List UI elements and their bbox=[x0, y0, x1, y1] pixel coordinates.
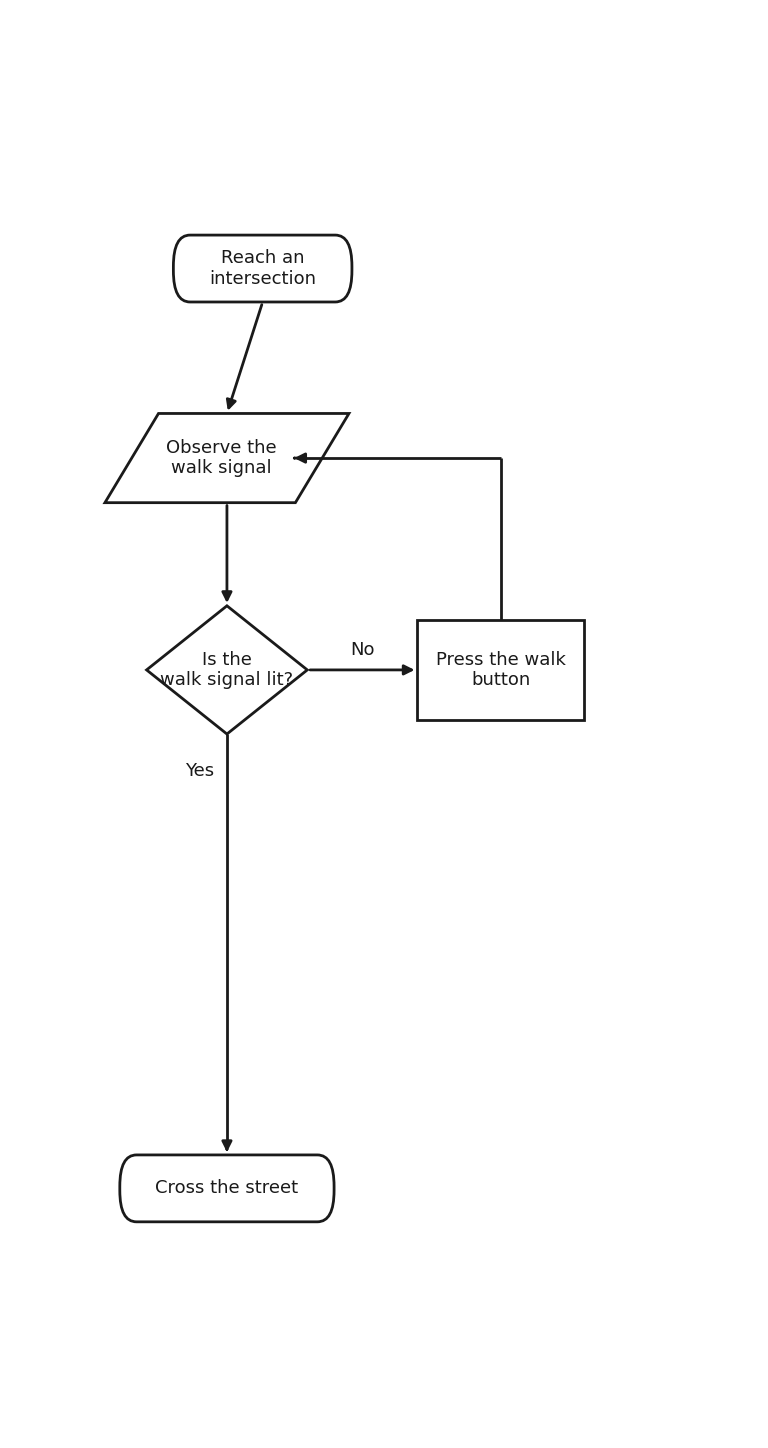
FancyBboxPatch shape bbox=[174, 235, 352, 303]
Text: Press the walk
button: Press the walk button bbox=[435, 650, 566, 689]
Text: Is the
walk signal lit?: Is the walk signal lit? bbox=[161, 650, 293, 689]
Text: Cross the street: Cross the street bbox=[155, 1179, 299, 1197]
Text: Yes: Yes bbox=[185, 762, 214, 780]
Text: No: No bbox=[350, 641, 375, 659]
Text: Reach an
intersection: Reach an intersection bbox=[209, 249, 316, 288]
FancyBboxPatch shape bbox=[120, 1156, 334, 1222]
Polygon shape bbox=[105, 414, 349, 502]
Text: Observe the
walk signal: Observe the walk signal bbox=[166, 439, 276, 478]
Bar bbox=[418, 620, 584, 720]
Polygon shape bbox=[147, 605, 307, 734]
